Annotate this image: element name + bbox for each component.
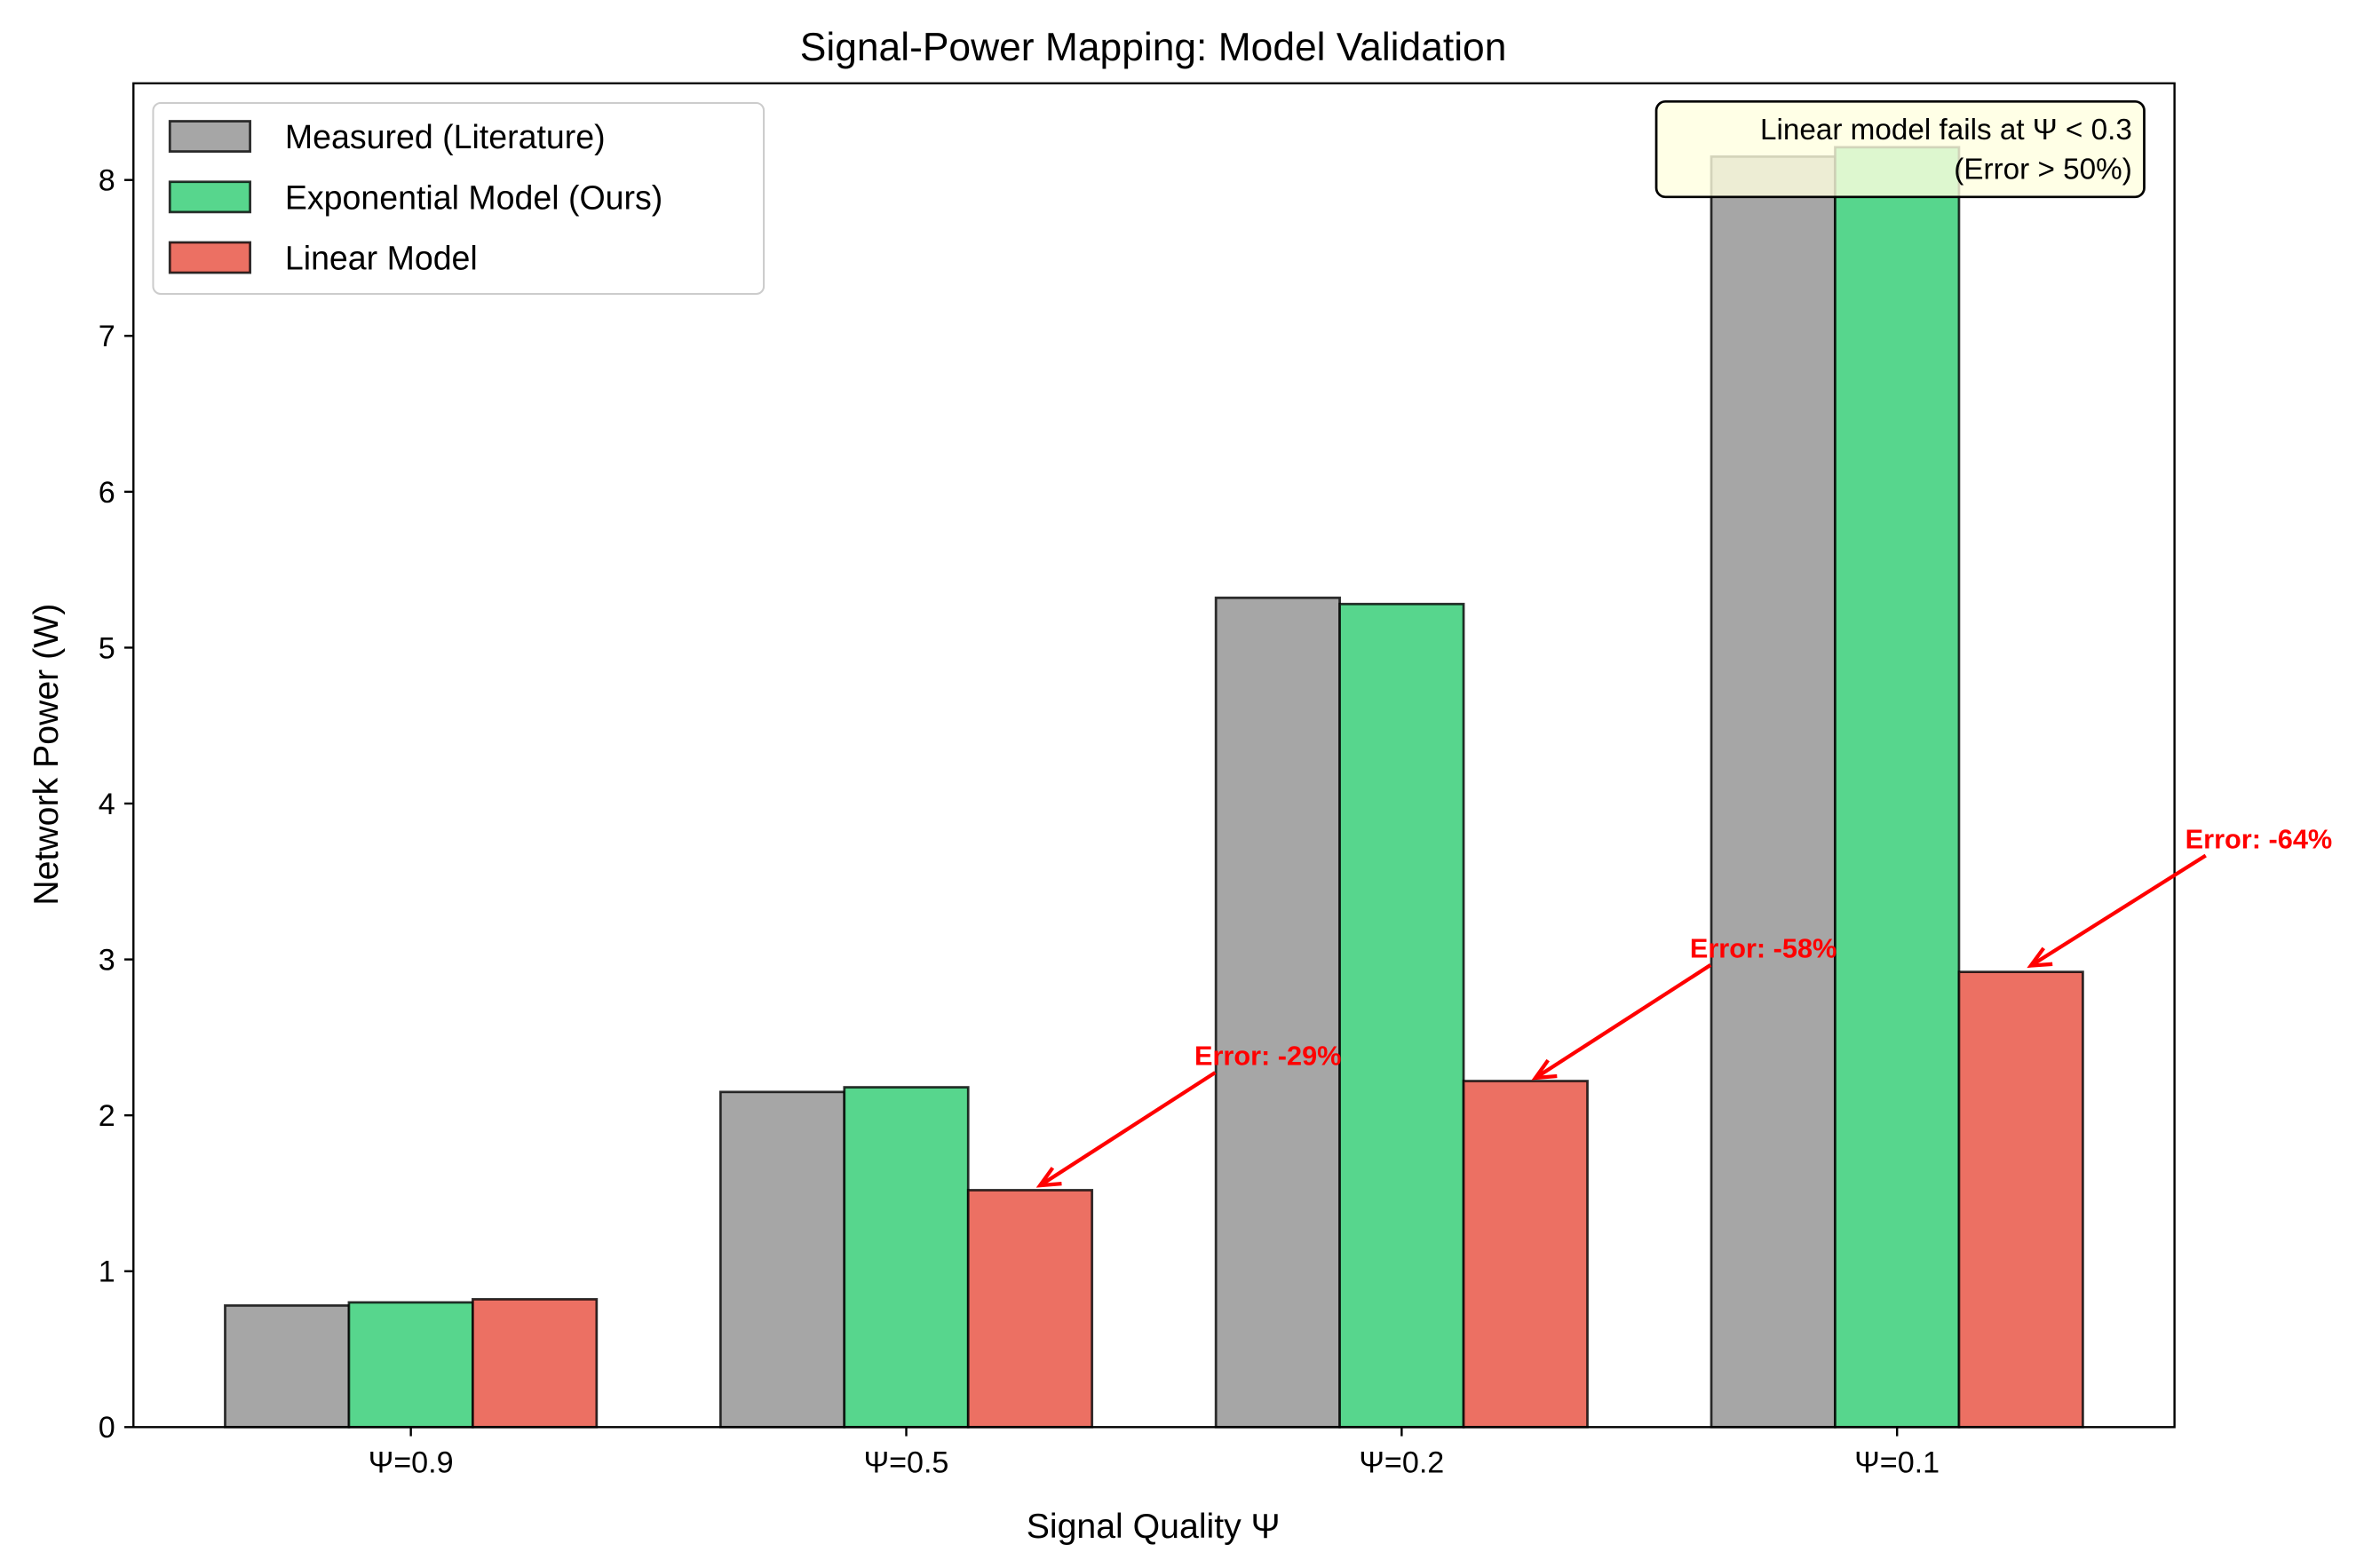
bar <box>1957 970 2084 1429</box>
legend-swatch <box>168 241 252 274</box>
bar <box>472 1297 599 1429</box>
x-tick-label: Ψ=0.9 <box>369 1446 454 1480</box>
y-tick-label: 8 <box>99 164 115 198</box>
bar <box>1462 1080 1589 1429</box>
y-tick-label: 2 <box>99 1099 115 1133</box>
annotation-arrow <box>1534 963 1712 1080</box>
annotation-arrow <box>1038 1071 1217 1187</box>
x-tick-label: Ψ=0.2 <box>1359 1446 1444 1480</box>
annotation-arrow <box>2029 853 2207 968</box>
plot-frame <box>132 82 2176 1429</box>
legend-label: Linear Model <box>285 240 478 277</box>
note-line-1: Linear model fails at Ψ < 0.3 <box>1760 114 2132 147</box>
legend-swatch <box>168 120 252 153</box>
note-box: Linear model fails at Ψ < 0.3 (Error > 5… <box>1654 99 2146 199</box>
annotation-label: Error: -58% <box>1690 933 1837 964</box>
x-tick-label: Ψ=0.5 <box>864 1446 949 1480</box>
legend-box <box>152 102 766 296</box>
arrow-head <box>1035 1167 1062 1188</box>
bar <box>843 1086 970 1429</box>
legend-swatch <box>168 180 252 214</box>
y-tick-label: 7 <box>99 320 115 353</box>
bar <box>966 1189 1094 1429</box>
chart-title: Signal-Power Mapping: Model Validation <box>800 26 1507 69</box>
bar <box>1710 155 1836 1429</box>
x-axis-label: Signal Quality Ψ <box>1027 1507 1281 1546</box>
y-tick-label: 4 <box>99 788 115 821</box>
arrow-head <box>2027 946 2053 969</box>
note-line-2: (Error > 50%) <box>1954 153 2132 186</box>
annotation-label: Error: -29% <box>1194 1041 1342 1072</box>
y-axis-label: Network Power (W) <box>27 604 66 906</box>
legend-label: Exponential Model (Ours) <box>285 178 662 216</box>
y-tick-label: 1 <box>99 1255 115 1289</box>
legend: Measured (Literature) Exponential Model (… <box>152 102 766 296</box>
arrow-head <box>1531 1058 1558 1081</box>
bar <box>718 1090 846 1429</box>
y-tick-label: 5 <box>99 631 115 665</box>
annotation-label: Error: -64% <box>2186 824 2333 855</box>
legend-label: Measured (Literature) <box>285 118 606 155</box>
annotations-layer: Error: -29% Error: -58% Error: -64% <box>1035 824 2333 1188</box>
bar <box>1214 596 1341 1429</box>
y-tick-label: 6 <box>99 476 115 510</box>
bar <box>1834 146 1961 1429</box>
bars-layer <box>224 146 2084 1429</box>
y-tick-label: 0 <box>99 1411 115 1445</box>
y-tick-label: 3 <box>99 944 115 978</box>
bar <box>224 1304 351 1429</box>
axes-layer: 0 1 2 3 4 5 6 7 8 Ψ=0.9 Ψ=0.5 Ψ=0.2 Ψ=0.1 <box>99 82 2176 1480</box>
bar <box>1338 602 1465 1429</box>
bar <box>347 1301 474 1429</box>
x-tick-label: Ψ=0.1 <box>1854 1446 1940 1480</box>
